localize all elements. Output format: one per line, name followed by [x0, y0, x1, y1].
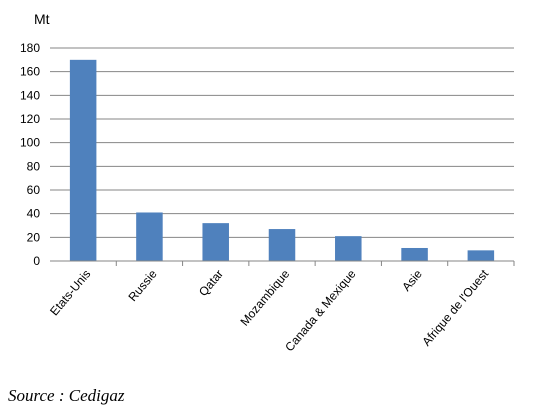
bar-6 [467, 250, 495, 261]
bar-3 [268, 229, 296, 261]
y-tick-label: 160 [20, 65, 40, 79]
y-tick-label: 120 [20, 112, 40, 126]
y-unit-label: Mt [34, 11, 50, 27]
bar-1 [136, 212, 163, 261]
y-axis-ticks: 0 20 40 60 80 100 120 140 160 180 [20, 41, 40, 268]
source-note: Source : Cedigaz [8, 386, 125, 405]
y-tick-label: 20 [27, 230, 41, 244]
x-tick-label: Qatar [196, 267, 226, 299]
x-tick-label: Afrique de l'Ouest [419, 266, 491, 348]
y-tick-label: 0 [33, 254, 40, 268]
x-tick-label: Russie [125, 267, 160, 304]
x-tick-label: Asie [399, 267, 425, 294]
gridlines [50, 47, 514, 238]
bar-5 [401, 247, 428, 261]
x-tick-label: Etats-Unis [47, 267, 93, 318]
bar-0 [69, 59, 97, 262]
y-tick-label: 80 [27, 159, 41, 173]
y-tick-label: 180 [20, 41, 40, 55]
y-tick-label: 100 [20, 136, 40, 150]
bar-chart: Mt 0 20 40 60 80 100 120 140 160 180 Etats-Unis Ru… [20, 11, 515, 354]
bars [69, 59, 495, 262]
y-tick-label: 60 [27, 183, 41, 197]
y-tick-label: 140 [20, 88, 40, 102]
bar-2 [202, 223, 229, 261]
bar-4 [335, 236, 362, 261]
y-tick-label: 40 [27, 207, 41, 221]
x-tick-label: Mozambique [237, 267, 292, 329]
x-tick-label: Canada & Mexique [282, 267, 359, 354]
